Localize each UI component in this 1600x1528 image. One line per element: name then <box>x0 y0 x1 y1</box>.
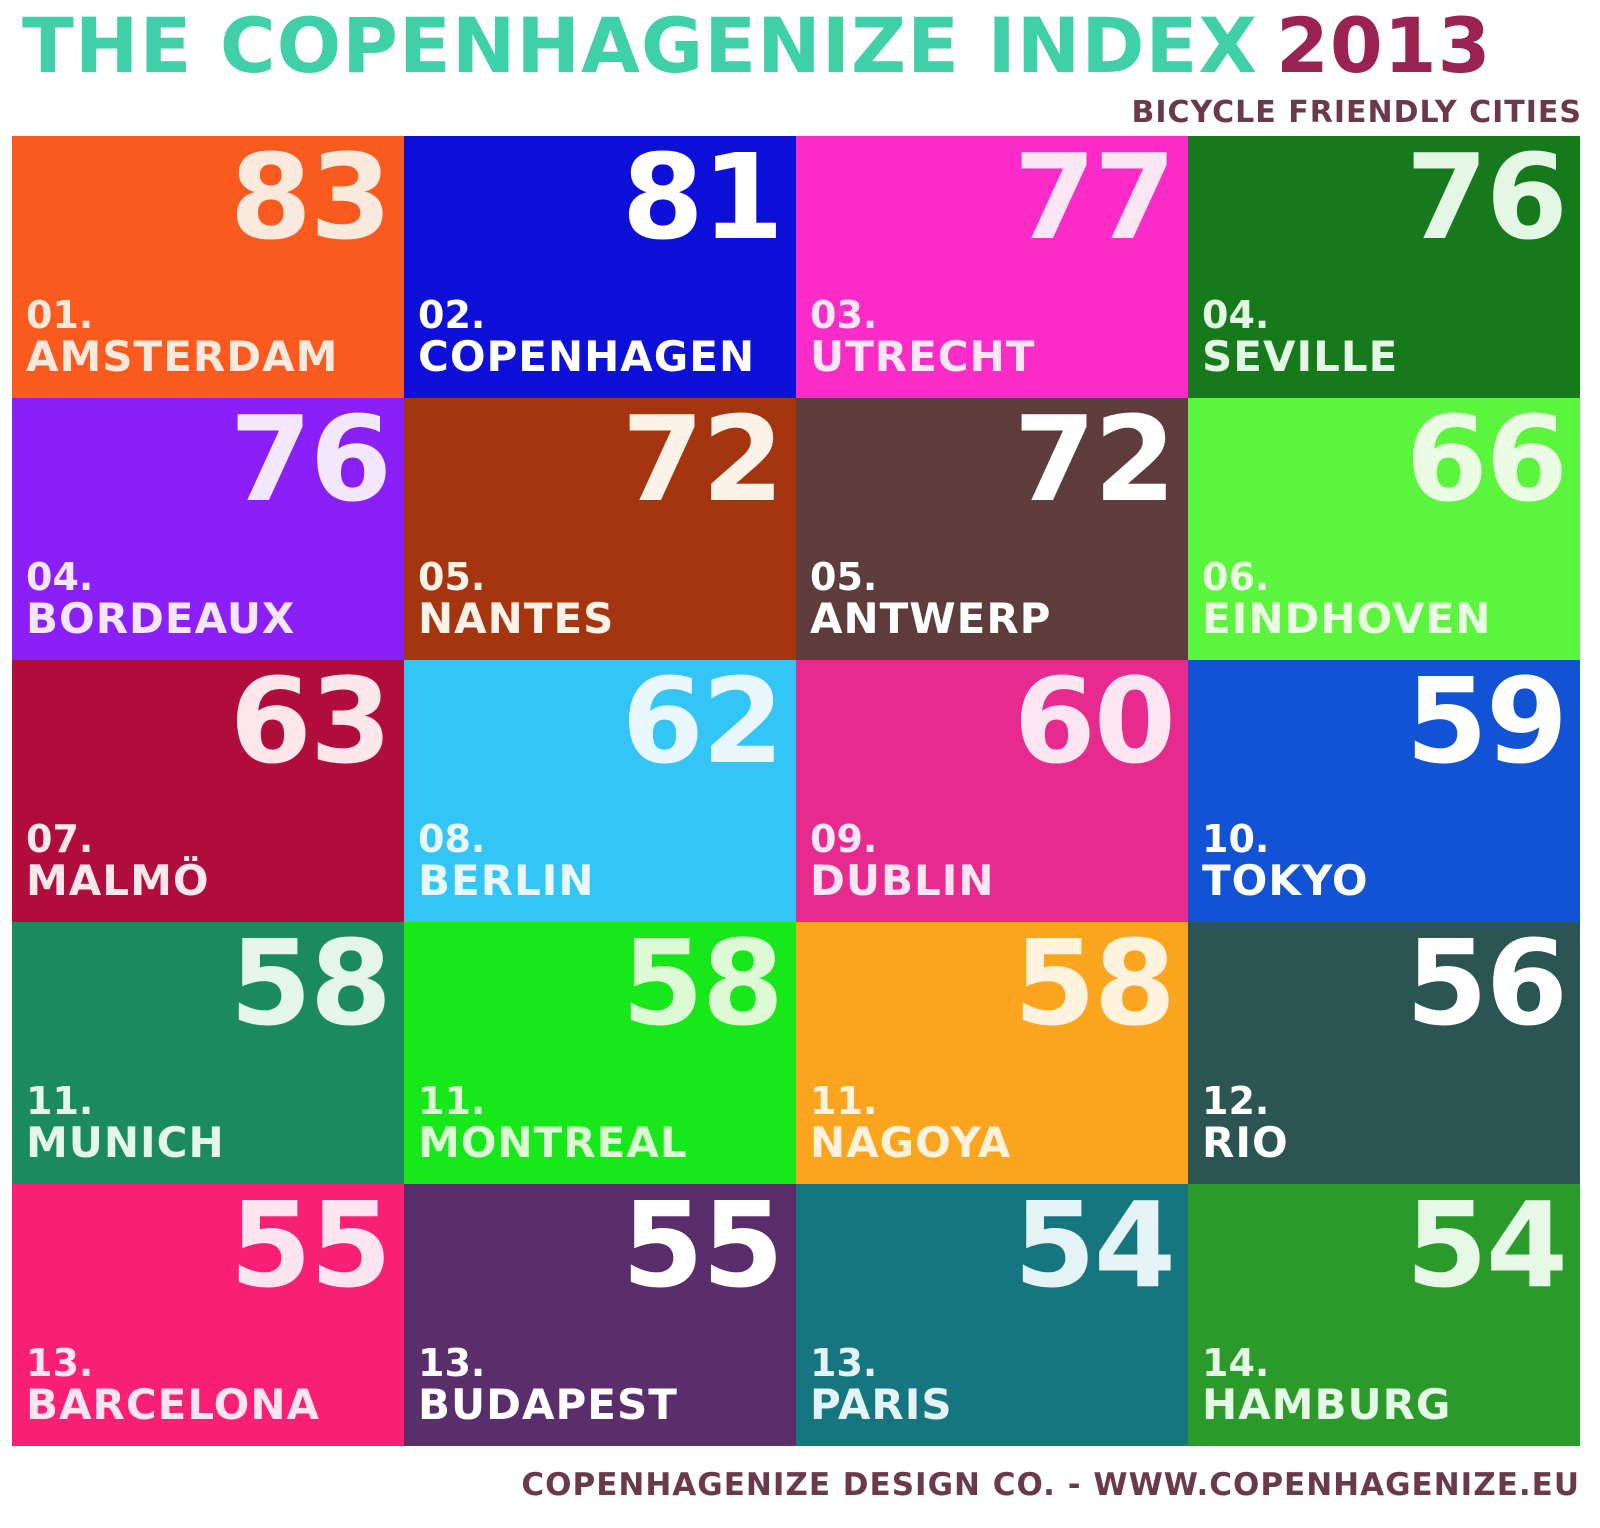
city-name: NANTES <box>418 594 615 643</box>
city-score: 55 <box>621 1184 784 1314</box>
city-name: SEVILLE <box>1202 332 1399 381</box>
title-main: THE COPENHAGENIZE INDEX <box>22 1 1258 90</box>
city-name: BERLIN <box>418 856 595 905</box>
city-tile: 72 05. ANTWERP <box>796 398 1188 660</box>
city-name: MALMÖ <box>26 856 210 905</box>
city-name: MUNICH <box>26 1118 225 1167</box>
city-rank: 02. <box>418 293 486 337</box>
city-tile: 76 04. BORDEAUX <box>12 398 404 660</box>
city-rank: 14. <box>1202 1341 1270 1385</box>
city-tile: 76 04. SEVILLE <box>1188 136 1580 398</box>
city-score: 59 <box>1405 660 1568 790</box>
city-name: TOKYO <box>1202 856 1369 905</box>
city-score: 81 <box>621 136 784 266</box>
city-tile: 55 13. BUDAPEST <box>404 1184 796 1446</box>
city-rank: 08. <box>418 817 486 861</box>
city-name: UTRECHT <box>810 332 1036 381</box>
city-name: ANTWERP <box>810 594 1052 643</box>
city-tile: 54 13. PARIS <box>796 1184 1188 1446</box>
city-rank: 04. <box>1202 293 1270 337</box>
footer-credit: COPENHAGENIZE DESIGN CO. - WWW.COPENHAGE… <box>521 1467 1580 1503</box>
city-rank: 13. <box>26 1341 94 1385</box>
city-tile: 66 06. EINDHOVEN <box>1188 398 1580 660</box>
city-score: 63 <box>229 660 392 790</box>
city-tile: 81 02. COPENHAGEN <box>404 136 796 398</box>
city-score: 58 <box>229 922 392 1052</box>
city-rank: 13. <box>810 1341 878 1385</box>
city-score: 77 <box>1013 136 1176 266</box>
city-score: 76 <box>229 398 392 528</box>
city-score: 54 <box>1013 1184 1176 1314</box>
city-rank: 07. <box>26 817 94 861</box>
city-tile: 55 13. BARCELONA <box>12 1184 404 1446</box>
city-tile: 58 11. MONTREAL <box>404 922 796 1184</box>
city-score: 60 <box>1013 660 1176 790</box>
city-tile: 54 14. HAMBURG <box>1188 1184 1580 1446</box>
city-rank: 03. <box>810 293 878 337</box>
city-rank: 11. <box>810 1079 878 1123</box>
city-tile: 60 09. DUBLIN <box>796 660 1188 922</box>
city-score: 72 <box>621 398 784 528</box>
city-rank: 06. <box>1202 555 1270 599</box>
header: THE COPENHAGENIZE INDEX 2013 BICYCLE FRIE… <box>0 0 1600 130</box>
city-name: DUBLIN <box>810 856 995 905</box>
city-name: MONTREAL <box>418 1118 688 1167</box>
city-score: 83 <box>229 136 392 266</box>
city-score: 62 <box>621 660 784 790</box>
city-name: BARCELONA <box>26 1380 320 1429</box>
city-rank: 13. <box>418 1341 486 1385</box>
city-rank: 11. <box>418 1079 486 1123</box>
city-rank: 11. <box>26 1079 94 1123</box>
city-score: 66 <box>1405 398 1568 528</box>
city-tile: 58 11. MUNICH <box>12 922 404 1184</box>
city-score: 72 <box>1013 398 1176 528</box>
city-name: COPENHAGEN <box>418 332 756 381</box>
page-subtitle: BICYCLE FRIENDLY CITIES <box>1131 95 1582 130</box>
city-rank: 10. <box>1202 817 1270 861</box>
title-year: 2013 <box>1276 1 1492 90</box>
city-tile: 56 12. RIO <box>1188 922 1580 1184</box>
city-score: 58 <box>1013 922 1176 1052</box>
city-tile: 77 03. UTRECHT <box>796 136 1188 398</box>
city-tile: 63 07. MALMÖ <box>12 660 404 922</box>
city-rank: 05. <box>810 555 878 599</box>
city-score: 54 <box>1405 1184 1568 1314</box>
city-score: 76 <box>1405 136 1568 266</box>
city-score: 56 <box>1405 922 1568 1052</box>
city-name: RIO <box>1202 1118 1289 1167</box>
city-tile: 62 08. BERLIN <box>404 660 796 922</box>
city-rank: 05. <box>418 555 486 599</box>
city-rank: 12. <box>1202 1079 1270 1123</box>
city-name: HAMBURG <box>1202 1380 1452 1429</box>
city-name: BUDAPEST <box>418 1380 678 1429</box>
page-title: THE COPENHAGENIZE INDEX 2013 <box>22 8 1492 84</box>
city-ranking-grid: 83 01. AMSTERDAM 81 02. COPENHAGEN 77 03. UTRECH… <box>12 136 1580 1446</box>
city-score: 55 <box>229 1184 392 1314</box>
city-rank: 01. <box>26 293 94 337</box>
city-rank: 04. <box>26 555 94 599</box>
city-rank: 09. <box>810 817 878 861</box>
city-tile: 72 05. NANTES <box>404 398 796 660</box>
city-name: AMSTERDAM <box>26 332 339 381</box>
city-name: EINDHOVEN <box>1202 594 1492 643</box>
city-tile: 83 01. AMSTERDAM <box>12 136 404 398</box>
city-tile: 59 10. TOKYO <box>1188 660 1580 922</box>
city-name: BORDEAUX <box>26 594 296 643</box>
city-name: PARIS <box>810 1380 953 1429</box>
city-score: 58 <box>621 922 784 1052</box>
city-tile: 58 11. NAGOYA <box>796 922 1188 1184</box>
city-name: NAGOYA <box>810 1118 1012 1167</box>
